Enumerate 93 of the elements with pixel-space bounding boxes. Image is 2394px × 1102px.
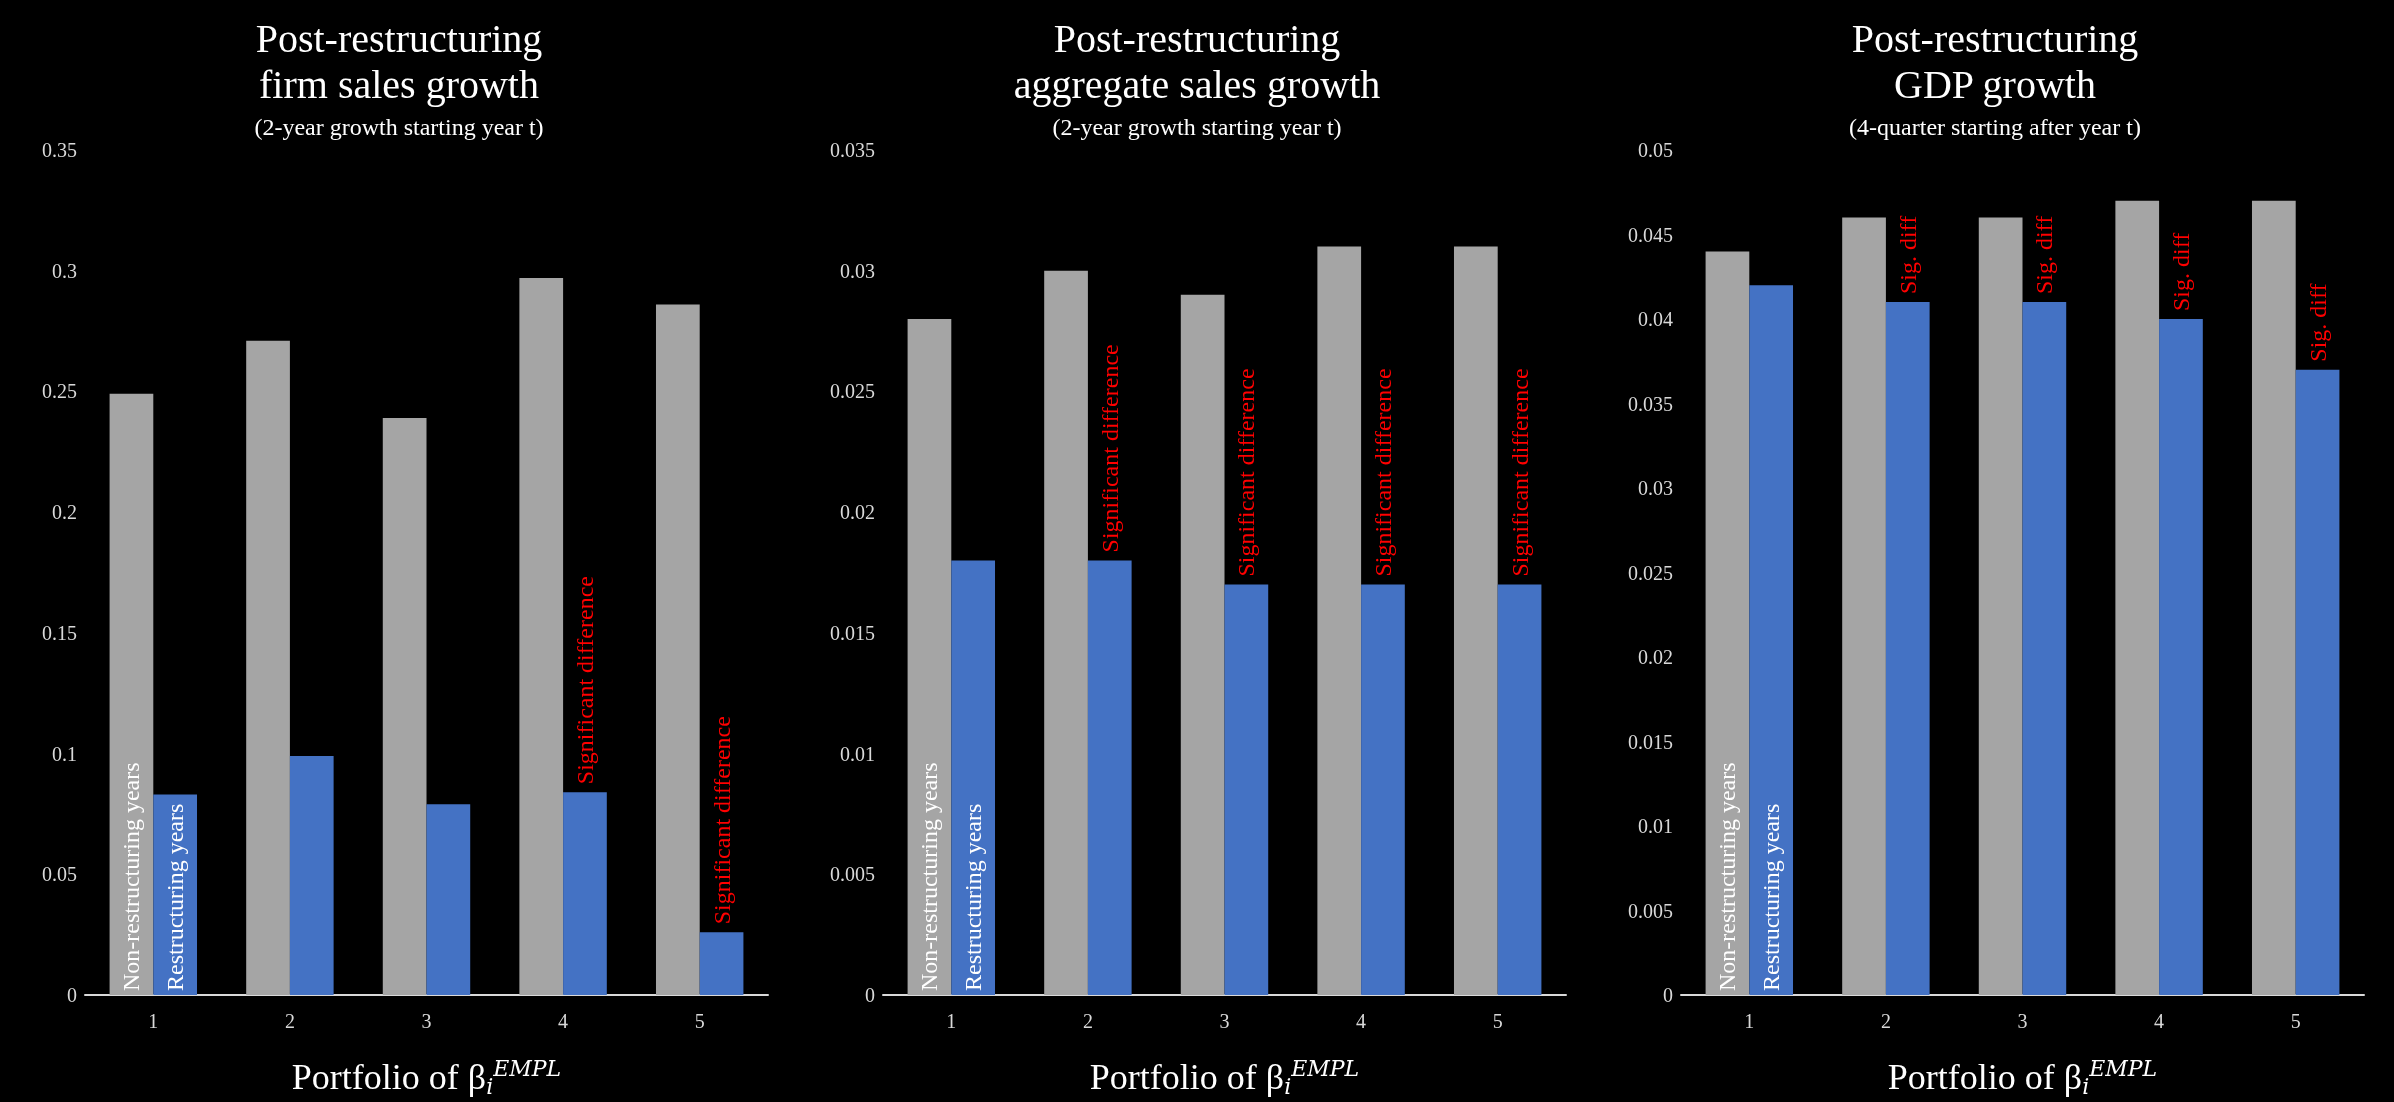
y-tick-label: 0.035 <box>1628 392 1673 415</box>
y-tick-label: 0.015 <box>1628 730 1673 753</box>
x-tick-label: 2 <box>1880 1010 1891 1032</box>
bar <box>699 932 744 995</box>
y-tick-label: 0.025 <box>1628 561 1673 584</box>
y-tick-label: 0 <box>1663 984 1673 1006</box>
annotation: Sig. diff <box>2031 215 2058 295</box>
x-tick-label: 3 <box>1219 1010 1230 1032</box>
bar <box>1044 270 1088 995</box>
bar <box>1749 285 1794 995</box>
x-tick-label: 5 <box>694 1010 705 1032</box>
y-tick-label: 0.045 <box>1628 223 1673 246</box>
bar <box>907 319 952 995</box>
x-tick-label: 4 <box>2154 1010 2165 1032</box>
y-tick-label: 0.01 <box>1638 815 1673 837</box>
chart-subtitle: (2-year growth starting year t) <box>1052 114 1342 140</box>
y-tick-label: 0 <box>865 984 875 1006</box>
series-label: Restructuring years <box>1758 803 1785 991</box>
bar <box>1453 246 1498 995</box>
chart-title: Post-restructuring firm sales growth <box>255 15 543 107</box>
x-tick-label: 1 <box>1744 1010 1755 1032</box>
bar <box>563 792 607 995</box>
y-tick-label: 0.2 <box>52 501 77 524</box>
x-tick-label: 1 <box>946 1010 957 1032</box>
bar <box>1224 584 1269 995</box>
bar <box>655 304 700 995</box>
bar <box>2159 319 2203 995</box>
bar <box>1497 584 1542 995</box>
annotation: Sig. diff <box>2167 232 2194 311</box>
bar <box>426 804 471 995</box>
bar <box>519 277 564 995</box>
bar <box>1180 294 1225 995</box>
x-tick-label: 2 <box>284 1010 295 1032</box>
bar <box>2251 200 2296 995</box>
y-tick-label: 0.05 <box>42 863 77 886</box>
y-tick-label: 0 <box>67 984 77 1006</box>
y-tick-label: 0.03 <box>1638 477 1673 499</box>
chart-subtitle: (4-quarter starting after year t) <box>1849 114 2141 140</box>
bar <box>2295 369 2340 995</box>
y-tick-label: 0.1 <box>52 742 77 765</box>
bar <box>951 560 996 995</box>
x-tick-label: 2 <box>1082 1010 1093 1032</box>
annotation: Significant difference <box>1233 368 1260 577</box>
bar <box>1705 251 1750 995</box>
y-tick-label: 0.03 <box>840 259 875 282</box>
y-tick-label: 0.25 <box>42 380 77 403</box>
y-tick-label: 0.3 <box>52 259 77 282</box>
x-tick-label: 4 <box>558 1010 569 1032</box>
chart-title: Post-restructuring GDP growth <box>1851 15 2139 107</box>
annotation: Sig. diff <box>1894 215 1921 295</box>
series-label: Restructuring years <box>162 803 189 991</box>
annotation: Sig. diff <box>2304 283 2331 362</box>
series-label: Non-restructuring years <box>1714 762 1741 991</box>
bar <box>2022 302 2067 995</box>
x-tick-label: 1 <box>148 1010 159 1032</box>
bar <box>1842 217 1886 995</box>
chart-title: Post-restructuring aggregate sales growth <box>1013 15 1381 107</box>
y-tick-label: 0.035 <box>830 139 875 161</box>
annotation: Significant difference <box>1506 368 1533 577</box>
bar <box>382 417 427 995</box>
y-tick-label: 0.015 <box>830 621 875 644</box>
annotation: Significant difference <box>1369 368 1396 577</box>
series-label: Non-restructuring years <box>916 762 943 991</box>
y-tick-label: 0.005 <box>830 863 875 886</box>
bar <box>289 755 334 995</box>
y-tick-label: 0.005 <box>1628 899 1673 922</box>
bar <box>2115 200 2160 995</box>
y-tick-label: 0.02 <box>840 501 875 524</box>
y-tick-label: 0.15 <box>42 621 77 644</box>
y-tick-label: 0.01 <box>840 742 875 765</box>
bar <box>1087 560 1132 995</box>
x-tick-label: 4 <box>1356 1010 1367 1032</box>
y-tick-label: 0.025 <box>830 380 875 403</box>
bar <box>1361 584 1405 995</box>
annotation: Significant difference <box>1096 344 1123 553</box>
annotation: Significant difference <box>708 716 735 925</box>
bar <box>246 340 290 995</box>
x-tick-label: 5 <box>2290 1010 2301 1032</box>
x-tick-label: 5 <box>1492 1010 1503 1032</box>
series-label: Non-restructuring years <box>118 762 145 991</box>
bar <box>1317 246 1362 995</box>
chart-subtitle: (2-year growth starting year t) <box>254 114 544 140</box>
bar <box>1885 302 1930 995</box>
series-label: Restructuring years <box>960 803 987 991</box>
y-tick-label: 0.04 <box>1638 308 1673 330</box>
bar <box>1978 217 2023 995</box>
annotation: Significant difference <box>571 576 598 785</box>
x-tick-label: 3 <box>421 1010 432 1032</box>
bar <box>109 393 154 995</box>
y-tick-label: 0.02 <box>1638 646 1673 668</box>
y-tick-label: 0.05 <box>1638 139 1673 161</box>
x-tick-label: 3 <box>2017 1010 2028 1032</box>
y-tick-label: 0.35 <box>42 139 77 161</box>
